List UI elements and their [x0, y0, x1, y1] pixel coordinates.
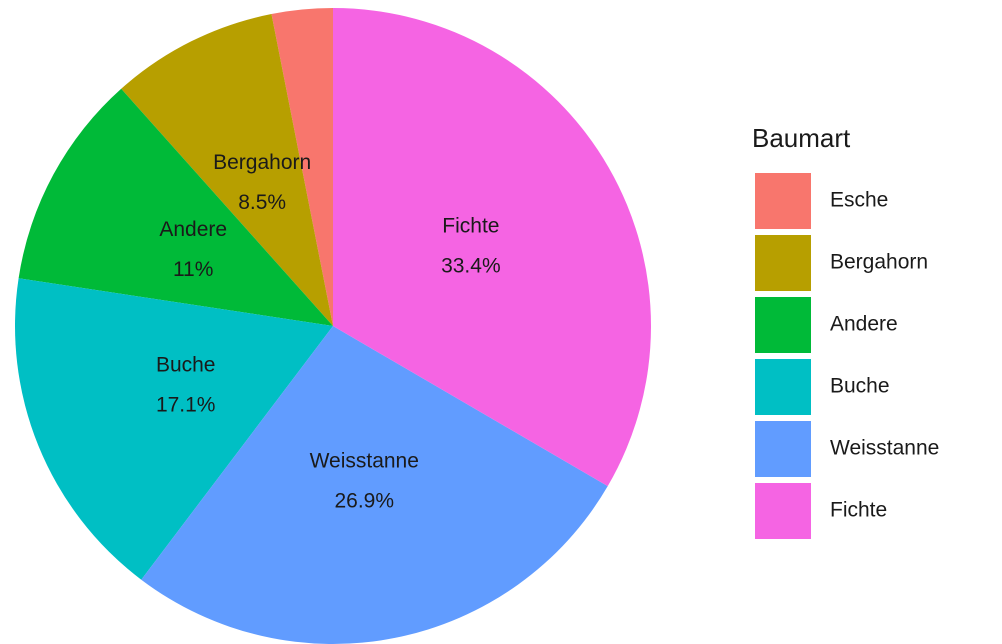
pie-slice — [141, 326, 608, 644]
legend-title: Baumart — [752, 123, 851, 153]
legend-label: Weisstanne — [830, 437, 939, 460]
slice-value-label: 33.4% — [441, 254, 501, 277]
legend-key — [753, 419, 813, 479]
pie-slice — [121, 14, 334, 327]
pie-slice — [18, 88, 334, 327]
legend-key — [753, 233, 813, 293]
legend-key — [753, 357, 813, 417]
slice-label: Fichte — [442, 214, 499, 237]
legend-label: Buche — [830, 375, 890, 398]
slice-value-label: 26.9% — [334, 489, 394, 512]
legend-key — [753, 295, 813, 355]
pie-slice — [333, 8, 651, 487]
slice-label: Bergahorn — [213, 151, 311, 174]
legend-label: Fichte — [830, 499, 887, 522]
slice-label: Andere — [159, 218, 227, 241]
slice-value-label: 8.5% — [238, 191, 286, 214]
legend-label: Andere — [830, 313, 898, 336]
legend-key — [753, 171, 813, 231]
legend-label: Bergahorn — [830, 251, 928, 274]
legend-label: Esche — [830, 189, 888, 212]
pie-slice — [14, 278, 333, 580]
legend-key — [753, 481, 813, 541]
slice-value-label: 17.1% — [156, 393, 216, 416]
slice-value-label: 11% — [173, 258, 213, 281]
slice-label: Buche — [156, 353, 216, 376]
slice-label: Weisstanne — [310, 449, 419, 472]
pie-slice — [271, 8, 333, 326]
